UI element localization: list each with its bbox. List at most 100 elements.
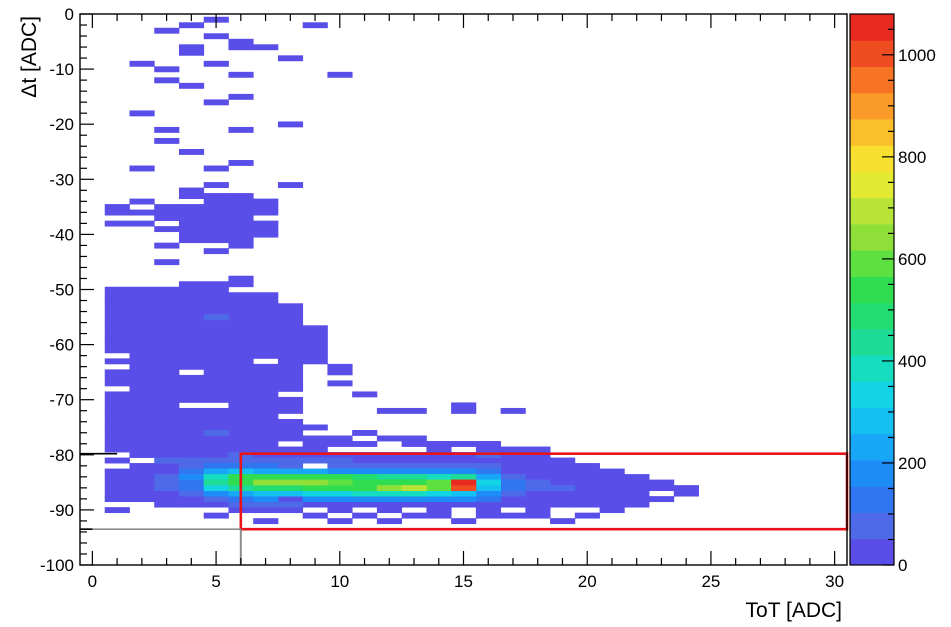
heatmap-cell <box>451 402 477 409</box>
heatmap-cell <box>277 374 304 381</box>
heatmap-cell <box>228 430 254 436</box>
heatmap-cell <box>129 418 155 425</box>
colorbar-segment <box>850 66 894 94</box>
heatmap-cell <box>154 204 180 210</box>
heatmap-cell <box>574 496 600 503</box>
heatmap-cell <box>302 479 328 486</box>
heatmap-cell <box>104 391 130 398</box>
heatmap-cell <box>203 182 229 188</box>
heatmap-cell <box>302 501 328 508</box>
heatmap-cell <box>550 501 576 508</box>
heatmap-cell <box>327 468 353 475</box>
heatmap-cell <box>277 380 304 387</box>
heatmap-cell <box>129 209 155 216</box>
heatmap-cell <box>451 468 477 475</box>
heatmap-cell <box>154 396 180 403</box>
heatmap-cell <box>253 226 279 233</box>
heatmap-cell <box>228 374 254 381</box>
heatmap-cell <box>401 468 427 475</box>
heatmap-cell <box>178 204 205 210</box>
heatmap-cell <box>253 413 279 420</box>
colorbar-segment <box>850 223 894 251</box>
heatmap-cell <box>154 226 180 233</box>
heatmap-cell <box>104 441 130 447</box>
heatmap-cell <box>500 452 526 458</box>
heatmap-cell <box>203 418 229 425</box>
heatmap-cell <box>525 474 551 480</box>
heatmap-cell <box>154 77 180 84</box>
heatmap-cell <box>129 485 155 492</box>
colorbar-segment <box>850 433 894 461</box>
heatmap-cell <box>253 325 279 332</box>
heatmap-cell <box>277 457 304 464</box>
heatmap-cell <box>500 485 526 492</box>
heatmap-cell <box>104 468 130 475</box>
colorbar-segment <box>850 118 894 146</box>
colorbar-segment <box>850 250 894 277</box>
heatmap-cell <box>154 292 180 299</box>
heatmap-cell <box>277 463 304 469</box>
heatmap-cell <box>624 479 650 486</box>
heatmap-cell <box>178 82 205 89</box>
heatmap-cell <box>154 474 180 480</box>
heatmap-cell <box>228 418 254 425</box>
heatmap-cell <box>129 286 155 293</box>
heatmap-cell <box>154 319 180 326</box>
heatmap-cell <box>129 330 155 337</box>
heatmap-cell <box>550 468 576 475</box>
heatmap-cell <box>129 441 155 447</box>
heatmap-cell <box>277 490 304 497</box>
heatmap-cell <box>203 341 229 348</box>
heatmap-cell <box>253 303 279 310</box>
heatmap-cell <box>154 215 180 222</box>
heatmap-cell <box>203 452 229 458</box>
heatmap-cell <box>277 330 304 337</box>
heatmap-cell <box>352 474 378 480</box>
heatmap-cell <box>277 314 304 321</box>
heatmap-cell <box>129 496 155 503</box>
heatmap-cell <box>129 479 155 486</box>
y-tick-label: -10 <box>49 60 74 79</box>
heatmap-cell <box>376 518 403 525</box>
heatmap-cell <box>104 347 130 354</box>
heatmap-cell <box>500 468 526 475</box>
heatmap-cell <box>574 490 600 497</box>
heatmap-cell <box>129 297 155 304</box>
heatmap-cell <box>154 463 180 469</box>
heatmap-cell <box>129 452 155 458</box>
heatmap-cell <box>500 490 526 497</box>
heatmap-cell <box>178 457 205 464</box>
colorbar-segment <box>850 276 894 304</box>
heatmap-cell <box>277 319 304 326</box>
heatmap-cell <box>228 435 254 442</box>
heatmap-cell <box>525 501 551 508</box>
heatmap-cell <box>228 308 254 315</box>
heatmap-cell <box>154 501 180 508</box>
heatmap-cell <box>302 485 328 492</box>
heatmap-cell <box>129 396 155 403</box>
heatmap-cell <box>129 446 155 453</box>
heatmap-cell <box>178 413 205 420</box>
colorbar-segment <box>850 407 894 435</box>
heatmap-cell <box>253 44 279 51</box>
heatmap-cell <box>178 396 205 403</box>
heatmap-cell <box>277 446 304 453</box>
heatmap-cell <box>426 457 452 464</box>
heatmap-cell <box>178 496 205 503</box>
heatmap-cell <box>574 463 600 469</box>
heatmap-cell <box>129 474 155 480</box>
heatmap-cell <box>154 369 180 376</box>
heatmap-cell <box>327 496 353 503</box>
y-tick-label: -90 <box>49 501 74 520</box>
heatmap-cell <box>574 474 600 480</box>
y-tick-label: -100 <box>40 556 74 575</box>
heatmap-cell <box>203 325 229 332</box>
heatmap-cell <box>253 347 279 354</box>
heatmap-cell <box>624 490 650 497</box>
heatmap-cell <box>203 430 229 436</box>
heatmap-cell <box>178 220 205 227</box>
heatmap-cell <box>253 204 279 210</box>
heatmap-cell <box>253 485 279 492</box>
heatmap-cell <box>401 485 427 492</box>
heatmap-cell <box>203 248 229 255</box>
